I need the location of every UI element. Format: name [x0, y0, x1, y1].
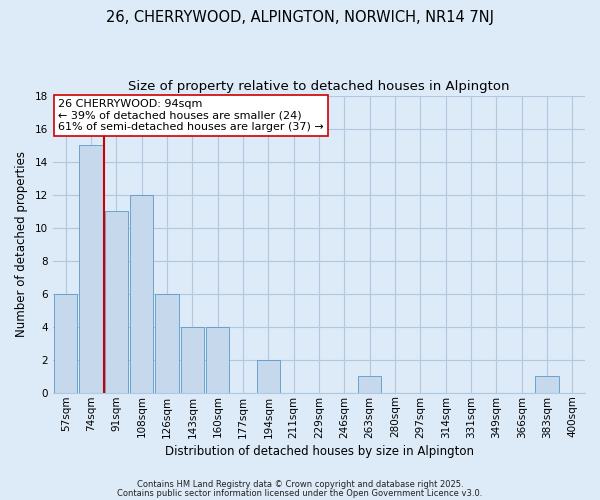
Bar	[181, 326, 204, 392]
Text: Contains public sector information licensed under the Open Government Licence v3: Contains public sector information licen…	[118, 488, 482, 498]
Y-axis label: Number of detached properties: Number of detached properties	[15, 151, 28, 337]
Bar	[105, 211, 128, 392]
Bar	[535, 376, 559, 392]
X-axis label: Distribution of detached houses by size in Alpington: Distribution of detached houses by size …	[164, 444, 473, 458]
Bar	[257, 360, 280, 392]
Bar	[155, 294, 179, 392]
Text: 26, CHERRYWOOD, ALPINGTON, NORWICH, NR14 7NJ: 26, CHERRYWOOD, ALPINGTON, NORWICH, NR14…	[106, 10, 494, 25]
Bar	[358, 376, 382, 392]
Bar	[130, 194, 154, 392]
Bar	[79, 145, 103, 392]
Text: Contains HM Land Registry data © Crown copyright and database right 2025.: Contains HM Land Registry data © Crown c…	[137, 480, 463, 489]
Title: Size of property relative to detached houses in Alpington: Size of property relative to detached ho…	[128, 80, 510, 93]
Bar	[206, 326, 229, 392]
Bar	[54, 294, 77, 392]
Text: 26 CHERRYWOOD: 94sqm
← 39% of detached houses are smaller (24)
61% of semi-detac: 26 CHERRYWOOD: 94sqm ← 39% of detached h…	[58, 98, 324, 132]
